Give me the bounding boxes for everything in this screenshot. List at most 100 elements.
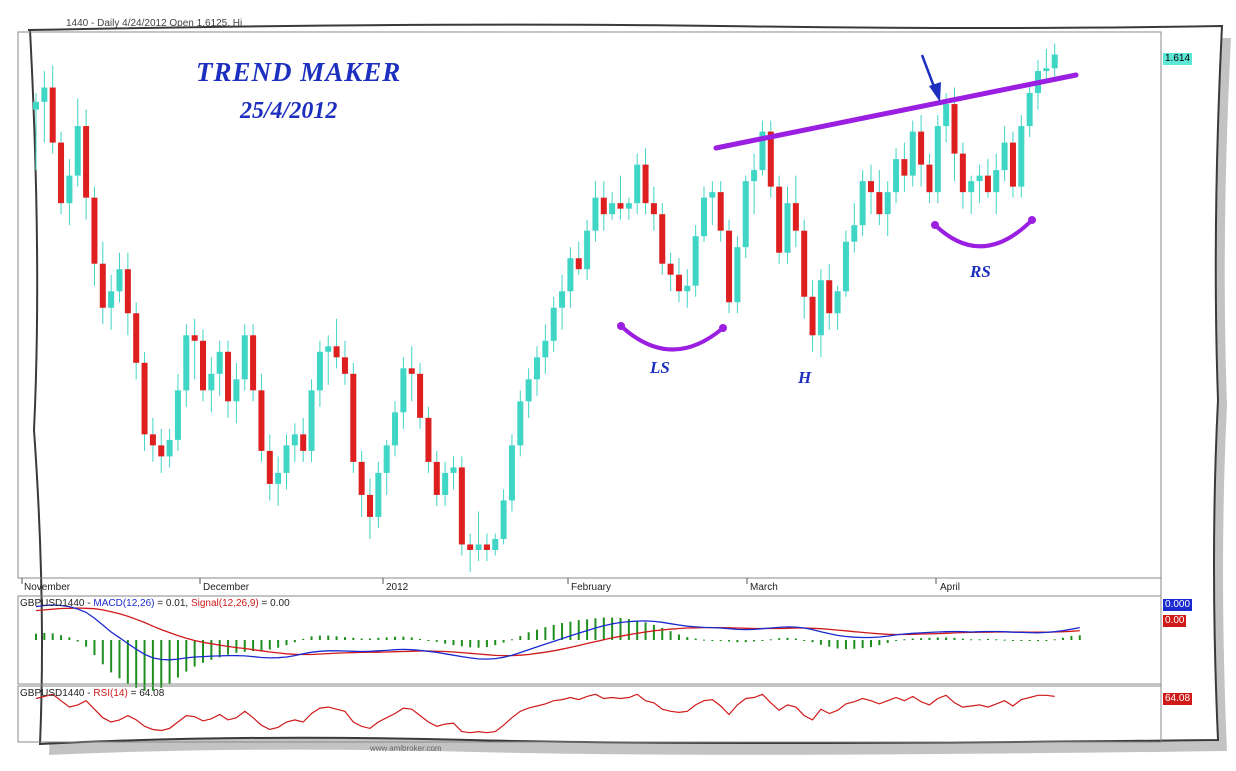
macd-histogram-bar <box>185 640 188 672</box>
neckline-trendline[interactable] <box>713 72 1079 151</box>
rsi-label: RSI(14) <box>93 688 128 699</box>
candle-body-bull <box>517 401 524 446</box>
signal-axis-tag: 0.00 <box>1163 615 1187 627</box>
macd-histogram-bar <box>669 631 672 640</box>
candle-body-bear <box>433 461 440 495</box>
candle-body-bull <box>316 351 323 391</box>
candle-114 <box>984 159 991 198</box>
macd-histogram-bar <box>719 640 722 641</box>
candle-22 <box>216 340 223 396</box>
candle-50 <box>450 456 457 490</box>
macd-histogram-bar <box>761 640 764 641</box>
amibroker-watermark: www.amibroker.com <box>370 744 442 753</box>
macd-histogram-bar <box>694 638 697 640</box>
candle-27 <box>258 373 265 462</box>
macd-histogram-bar <box>895 640 898 641</box>
macd-histogram-bar <box>794 638 797 640</box>
candle-body-bull <box>308 390 315 451</box>
macd-histogram-bar <box>878 640 881 646</box>
macd-histogram-bar <box>394 636 397 640</box>
candle-53 <box>475 511 482 561</box>
macd-histogram-bar <box>920 638 923 640</box>
frame-paper <box>27 23 1224 746</box>
macd-histogram-bar <box>68 637 71 640</box>
candle-5 <box>74 98 81 187</box>
candle-66 <box>584 219 591 281</box>
candle-111 <box>959 142 966 209</box>
candle-body-bear <box>792 203 799 231</box>
macd-pane <box>17 595 1162 691</box>
macd-histogram-bar <box>477 640 480 648</box>
candle-body-bear <box>149 434 156 446</box>
macd-histogram-bar <box>1003 639 1006 641</box>
macd-histogram-bar <box>469 640 472 648</box>
macd-histogram-bar <box>402 636 405 640</box>
candle-body-bear <box>225 351 232 402</box>
candle-107 <box>926 153 933 204</box>
macd-histogram-bar <box>945 637 948 640</box>
macd-histogram-bar <box>936 637 939 640</box>
candle-body-bear <box>876 192 883 215</box>
macd-histogram-bar <box>168 640 171 684</box>
candle-121 <box>1043 49 1050 83</box>
chart-header-info: 1440 - Daily 4/24/2012 Open 1.6125, Hi <box>66 18 243 29</box>
rsi-pane-title: GBPUSD1440 - RSI(14) = 64.08 <box>20 688 164 699</box>
candle-57 <box>508 434 515 512</box>
macd-histogram-bar <box>435 640 438 642</box>
macd-histogram-bar <box>335 636 338 640</box>
macd-histogram-bar <box>1078 635 1081 640</box>
macd-histogram-bar <box>652 624 655 640</box>
right-shoulder-label: RS <box>970 262 991 281</box>
candle-body-bull <box>208 373 215 391</box>
macd-histogram-bar <box>828 640 831 647</box>
macd-histogram-bar <box>552 624 555 640</box>
macd-histogram-bar <box>277 640 280 648</box>
left-shoulder-label: LS <box>650 358 670 377</box>
candle-65 <box>575 241 582 275</box>
candle-7 <box>91 186 98 286</box>
candle-10 <box>116 252 123 303</box>
macd-histogram-bar <box>753 640 756 642</box>
macd-histogram-bar <box>60 635 63 640</box>
macd-histogram-bar <box>452 640 455 646</box>
macd-histogram-bar <box>627 619 630 640</box>
macd-symbol: GBPUSD1440 - <box>20 598 94 609</box>
candle-73 <box>642 148 649 215</box>
candle-body-bear <box>868 181 874 193</box>
macd-histogram-bar <box>260 640 263 651</box>
candle-body-bear <box>801 230 808 297</box>
candle-body-bear <box>458 467 465 545</box>
time-label-february: February <box>571 582 612 593</box>
candle-body-bull <box>1043 68 1050 72</box>
candle-body-bear <box>918 131 925 165</box>
candle-20 <box>200 329 206 402</box>
candle-body-bull <box>759 131 766 171</box>
macd-histogram-bar <box>886 640 889 643</box>
candle-body-bear <box>984 175 991 193</box>
head-label: H <box>798 368 812 387</box>
time-label-march: March <box>750 582 778 593</box>
rsi-value: = 64.08 <box>127 688 165 699</box>
candle-15 <box>158 428 165 473</box>
candle-23 <box>225 340 232 418</box>
time-label-december: December <box>203 582 250 593</box>
candle-63 <box>559 274 566 330</box>
candle-body-bull <box>450 467 457 473</box>
candle-102 <box>884 181 891 237</box>
candle-body-bull <box>625 203 632 209</box>
candles-group <box>33 43 1058 572</box>
macd-histogram-bar <box>377 637 380 640</box>
candle-body-bull <box>993 170 1000 193</box>
macd-histogram-bar <box>970 639 973 641</box>
macd-histogram-bar <box>151 640 154 691</box>
macd-histogram-bar <box>519 635 522 640</box>
macd-histogram-bar <box>494 640 497 646</box>
candle-body-bull <box>851 225 858 242</box>
candle-75 <box>659 203 666 275</box>
time-label-november: November <box>24 582 71 593</box>
macd-histogram-bar <box>126 640 129 684</box>
candle-14 <box>149 417 156 462</box>
candle-25 <box>241 324 248 391</box>
candle-body-bull <box>383 445 390 473</box>
